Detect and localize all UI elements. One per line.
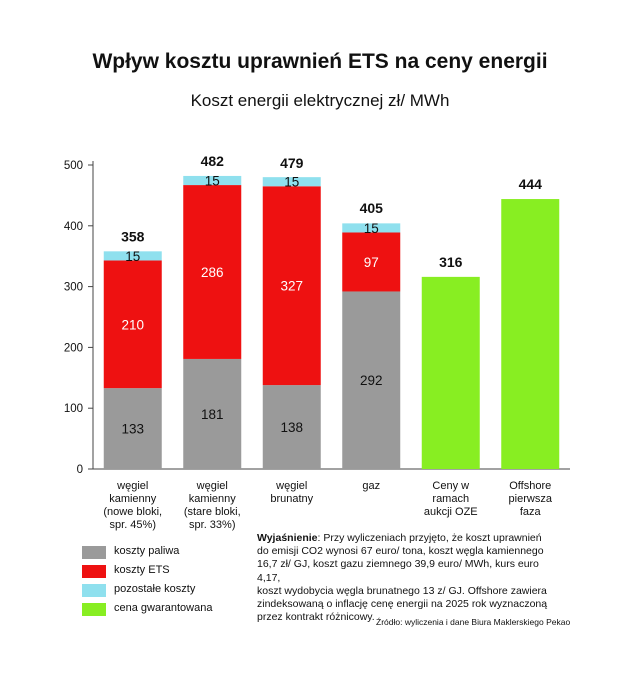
legend-swatch-fuel [82,546,106,559]
bar-segment [103,251,162,261]
bar-value-label: 210 [121,317,144,332]
x-category-label: węgiel [116,480,148,492]
x-category-label: brunatny [270,493,313,505]
y-tick-label: 500 [64,160,83,172]
legend-label-ets: koszty ETS [114,564,170,576]
bar-total-label: 405 [360,200,384,216]
bar-value-label: 133 [121,422,144,437]
bar-value-label: 15 [364,221,379,236]
y-tick-label: 200 [64,342,83,354]
x-category-label: kamienny [189,493,237,505]
x-category-label: ramach [432,493,469,505]
y-tick-label: 300 [64,282,83,294]
legend-swatch-other [82,584,106,597]
bar-value-label: 15 [284,175,299,190]
chart-subtitle: Koszt energii elektrycznej zł/ MWh [190,91,450,110]
explanation-note: Wyjaśnienie: Przy wyliczeniach przyjęto,… [257,532,557,624]
y-tick-label: 100 [64,403,83,415]
bar-segment [103,388,162,469]
x-category-label: Offshore [509,480,551,492]
legend-swatch-guaranteed [82,603,106,616]
bar-segment [103,260,162,389]
x-category-label: aukcji OZE [424,506,478,518]
chart-title: Wpływ kosztu uprawnień ETS na ceny energ… [92,50,548,73]
note-line-1: : Przy wyliczeniach przyjęto, że koszt u… [317,532,542,544]
legend-label-other: pozostałe koszty [114,583,196,595]
bar-segment [262,177,321,187]
bar-value-label: 15 [205,174,220,189]
note-label: Wyjaśnienie [257,532,318,544]
bar-total-label: 358 [121,228,145,244]
bar-segment [342,291,401,469]
bar-segment [183,175,242,186]
bar-segment [342,223,401,233]
bar-value-label: 292 [360,373,383,388]
y-tick-label: 400 [64,221,83,233]
note-line-5: zindeksowaną o inflację cenę energii na … [257,598,548,611]
x-category-label: Ceny w [432,480,469,492]
bar-segment [501,199,560,469]
x-category-label: pierwsza [509,493,553,505]
x-category-label: faza [520,506,542,518]
note-line-6: przez kontrakt różnicowy. [257,611,375,624]
bar-segment [262,385,321,469]
bar-value-label: 97 [364,255,379,270]
x-category-label: (stare bloki, [184,506,241,518]
x-category-label: spr. 45%) [110,519,156,531]
bar-segment [183,358,242,469]
x-category-label: węgiel [275,480,307,492]
x-category-label: (nowe bloki, [103,506,162,518]
bar-total-label: 316 [439,254,463,270]
x-category-label: gaz [362,480,380,492]
bar-total-label: 479 [280,155,304,171]
bar-value-label: 181 [201,407,224,422]
note-line-2: do emisji CO2 wynosi 67 euro/ tona, kosz… [257,545,544,558]
bar-segment [421,276,480,469]
bar-value-label: 327 [280,279,303,294]
bar-total-label: 482 [201,153,225,169]
bar-value-label: 286 [201,265,224,280]
x-category-label: węgiel [196,480,228,492]
bar-value-label: 138 [280,420,303,435]
source-note: Źródło: wyliczenia i dane Biura Maklersk… [376,617,571,627]
bar-total-label: 444 [519,176,543,192]
x-category-label: kamienny [109,493,157,505]
stacked-bar-chart: 010020030040050013321015358węgielkamienn… [64,153,570,531]
bar-segment [183,185,242,359]
bar-segment [342,232,401,292]
y-tick-label: 0 [77,464,83,476]
bar-segment [262,186,321,386]
note-line-3: 16,7 zł/ GJ, koszt gazu ziemnego 39,9 eu… [257,558,539,584]
legend-label-fuel: koszty paliwa [114,545,180,557]
legend-swatch-ets [82,565,106,578]
note-line-4: koszt wydobycia węgla brunatnego 13 z/ G… [257,584,547,597]
legend-label-guaranteed: cena gwarantowana [114,602,213,614]
x-category-label: spr. 33%) [189,519,235,531]
bar-value-label: 15 [125,249,140,264]
